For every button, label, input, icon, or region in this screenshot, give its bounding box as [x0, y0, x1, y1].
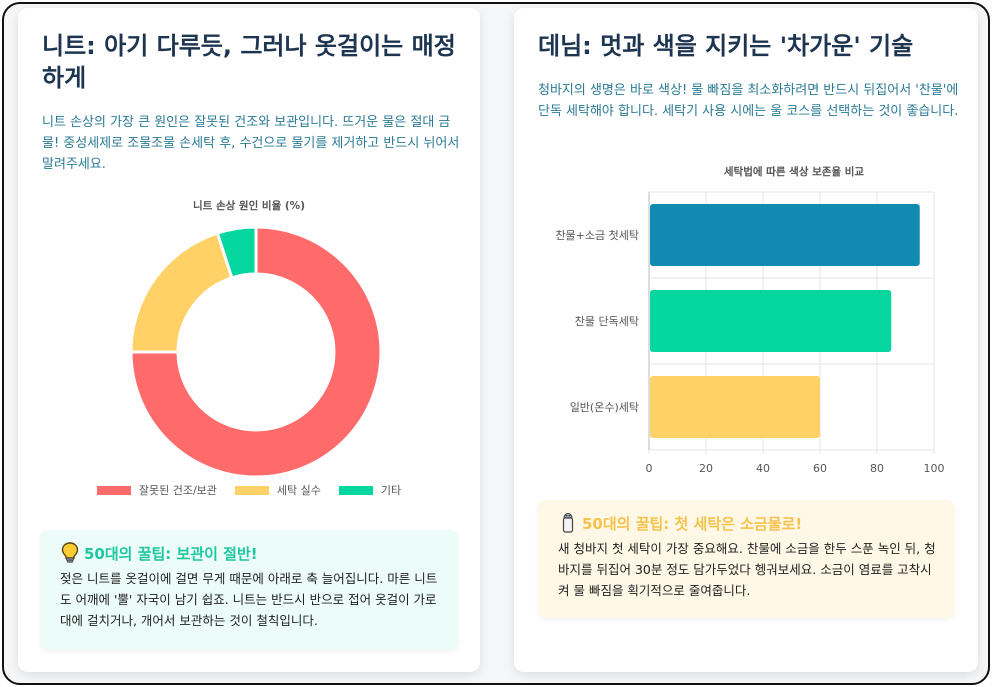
pie-legend: 잘못된 건조/보관 세탁 실수 기타 — [18, 482, 480, 498]
x-tick-label: 100 — [924, 462, 945, 475]
bar-chart-title: 세탁법에 따른 색상 보존율 비교 — [723, 166, 865, 178]
x-tick-label: 60 — [813, 462, 827, 475]
pie-slice[interactable] — [129, 231, 234, 354]
bar[interactable] — [650, 204, 920, 266]
y-tick-label: 일반(온수)세탁 — [570, 400, 639, 414]
denim-tip-title: 50대의 꿀팁: 첫 세탁은 소금물로! — [582, 514, 803, 533]
pie-slice[interactable] — [215, 225, 258, 280]
x-tick-label: 20 — [699, 462, 713, 475]
legend-swatch — [96, 485, 131, 495]
knit-card: 니트: 아기 다루듯, 그러나 옷걸이는 매정하게 니트 손상의 가장 큰 원인… — [18, 8, 480, 672]
bar[interactable] — [650, 290, 892, 352]
knit-title: 니트: 아기 다루듯, 그러나 옷걸이는 매정하게 — [42, 32, 456, 92]
denim-title: 데님: 멋과 색을 지키는 '차가운' 기술 — [538, 32, 914, 60]
knit-tip-heading: 50대의 꿀팁: 보관이 절반! — [60, 542, 442, 564]
lightbulb-icon — [60, 542, 80, 564]
legend-swatch — [234, 485, 269, 495]
knit-tip-title: 50대의 꿀팁: 보관이 절반! — [84, 544, 258, 563]
knit-tip-body: 젖은 니트를 옷걸이에 걸면 무게 때문에 아래로 축 늘어집니다. 마른 니트… — [60, 571, 438, 628]
knit-tip-box: 50대의 꿀팁: 보관이 절반! 젖은 니트를 옷걸이에 걸면 무게 때문에 아… — [40, 530, 458, 650]
y-tick-label: 찬물 단독세탁 — [575, 314, 639, 328]
x-tick-label: 0 — [646, 462, 653, 475]
legend-item-other[interactable]: 기타 — [338, 482, 402, 498]
legend-item-drying[interactable]: 잘못된 건조/보관 — [96, 482, 217, 498]
legend-item-washing[interactable]: 세탁 실수 — [234, 482, 321, 498]
legend-label: 세탁 실수 — [276, 484, 321, 497]
legend-label: 기타 — [380, 484, 402, 497]
pie-slice[interactable] — [129, 225, 383, 479]
pie-chart-title: 니트 손상 원인 비율 (%) — [192, 200, 306, 212]
denim-tip-heading: 50대의 꿀팁: 첫 세탁은 소금물로! — [558, 512, 938, 534]
denim-description: 청바지의 생명은 바로 색상! 물 빠짐을 최소화하려면 반드시 뒤집어서 '찬… — [538, 83, 959, 119]
denim-tip-box: 50대의 꿀팁: 첫 세탁은 소금물로! 새 청바지 첫 세탁이 가장 중요해요… — [538, 500, 954, 618]
denim-tip-body: 새 청바지 첫 세탁이 가장 중요해요. 찬물에 소금을 한두 스푼 녹인 뒤,… — [558, 541, 936, 598]
y-tick-label: 찬물+소금 첫세탁 — [555, 228, 639, 242]
x-tick-label: 40 — [756, 462, 770, 475]
salt-shaker-icon — [558, 512, 578, 534]
bar[interactable] — [650, 376, 820, 438]
legend-label: 잘못된 건조/보관 — [138, 484, 217, 497]
legend-swatch — [338, 485, 373, 495]
donut-chart — [129, 225, 383, 479]
denim-card: 데님: 멋과 색을 지키는 '차가운' 기술 청바지의 생명은 바로 색상! 물… — [514, 8, 978, 672]
x-tick-label: 80 — [870, 462, 884, 475]
knit-description: 니트 손상의 가장 큰 원인은 잘못된 건조와 보관입니다. 뜨거운 물은 절대… — [42, 115, 460, 172]
